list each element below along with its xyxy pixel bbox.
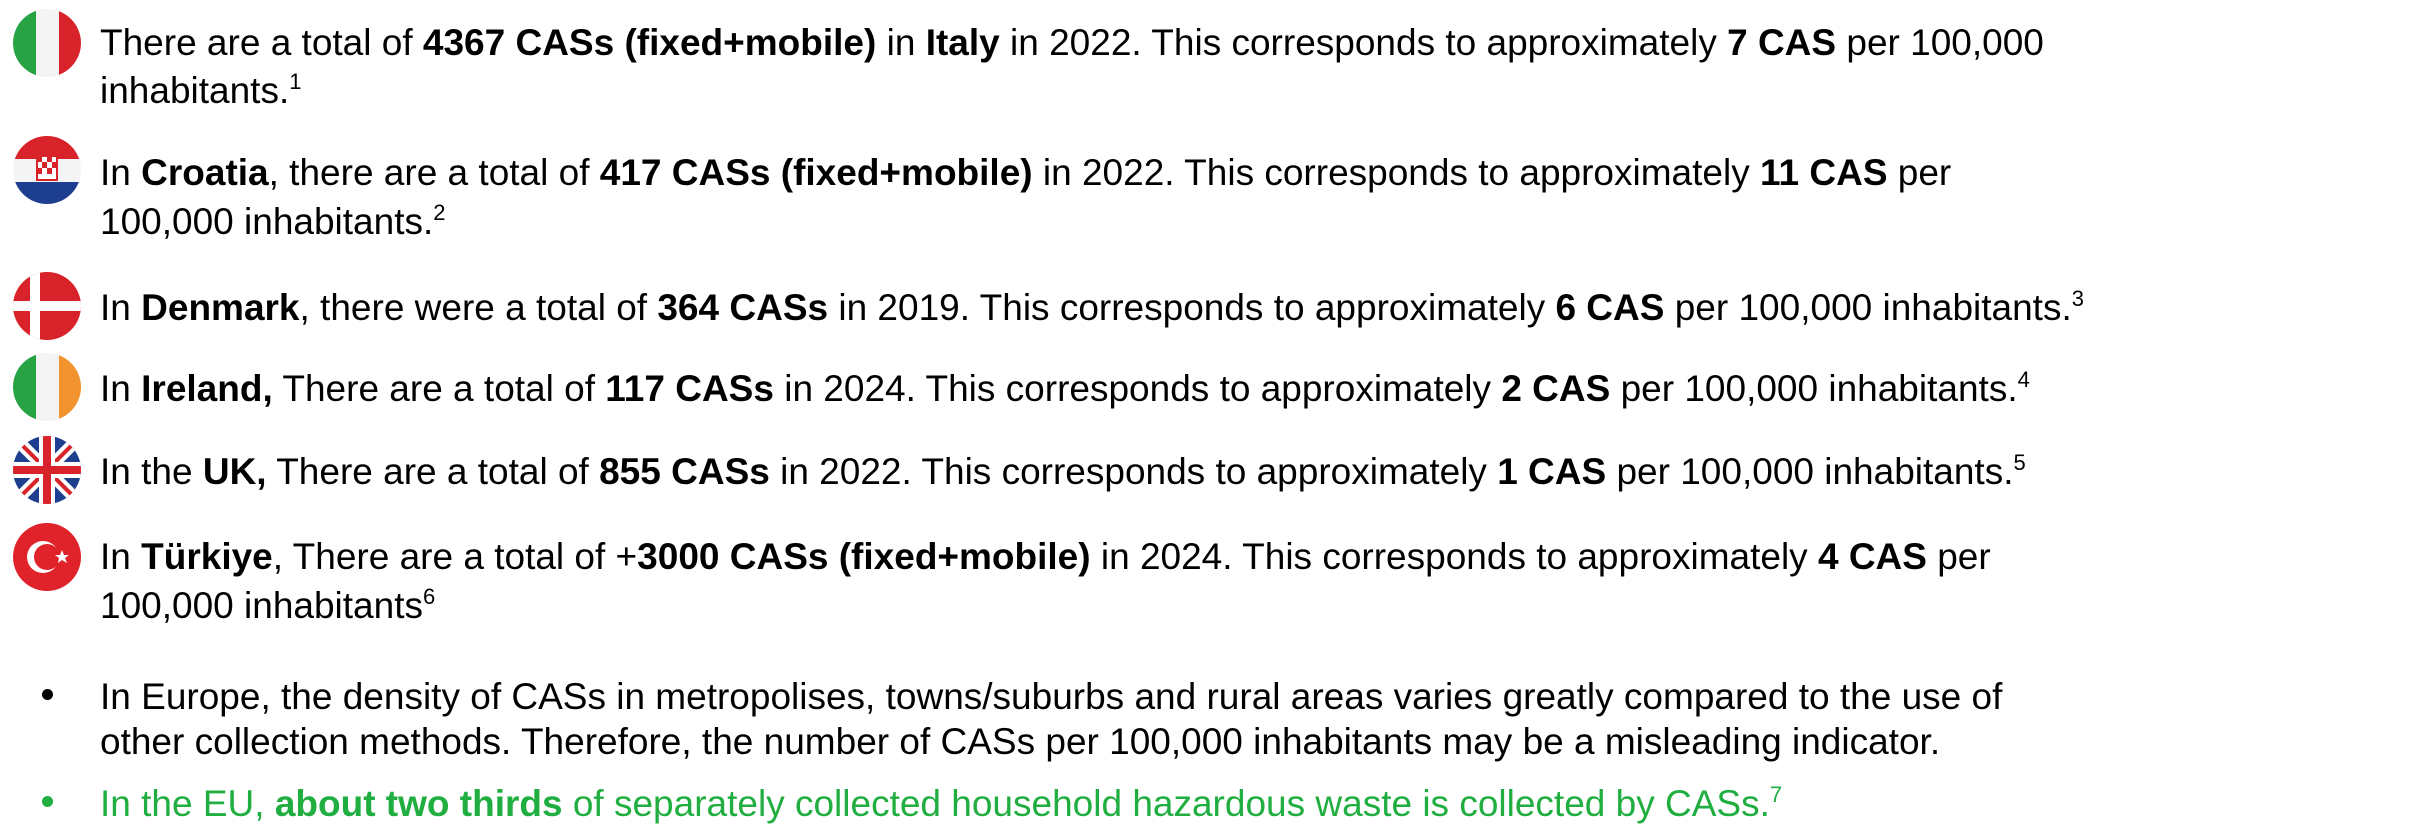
text-run: In (100, 287, 142, 328)
flag-denmark (13, 272, 81, 340)
text-line: 100,000 inhabitants6 (100, 580, 435, 632)
text-run: , There are a total of + (272, 536, 638, 577)
text-run: 100,000 inhabitants (100, 585, 423, 626)
flag-turkiye (13, 523, 81, 591)
text-run: In (100, 536, 142, 577)
footnote-ref: 6 (423, 584, 436, 609)
text-run: 855 CASs (599, 451, 770, 492)
text-line: other collection methods. Therefore, the… (100, 716, 1940, 768)
text-run: , there were a total of (299, 287, 658, 328)
footnote-ref: 1 (289, 69, 302, 94)
text-run: in 2019. This corresponds to approximate… (828, 287, 1556, 328)
text-run: about two thirds (274, 783, 563, 824)
text-run: 417 CASs (fixed+mobile) (599, 152, 1033, 193)
text-line: In the UK, There are a total of 855 CASs… (100, 446, 2026, 498)
text-run: 1 CAS (1497, 451, 1607, 492)
flag-croatia (13, 136, 81, 204)
text-run: in 2024. This corresponds to approximate… (773, 368, 1502, 409)
text-line: In Türkiye, There are a total of +3000 C… (100, 531, 1991, 583)
text-line: 100,000 inhabitants.2 (100, 196, 446, 248)
flag-uk (13, 436, 81, 504)
text-run: Italy (925, 22, 1000, 63)
text-run: other collection methods. Therefore, the… (100, 721, 1941, 762)
text-run: Ireland, (141, 368, 273, 409)
text-run: in 2022. This corresponds to approximate… (999, 22, 1728, 63)
text-run: inhabitants. (100, 70, 290, 111)
text-run: of separately collected household hazard… (562, 783, 1770, 824)
text-run: In the EU, (100, 783, 275, 824)
text-line: There are a total of 4367 CASs (fixed+mo… (100, 17, 2044, 69)
footnote-ref: 4 (2017, 367, 2030, 392)
text-run: 2 CAS (1501, 368, 1611, 409)
text-run: per 100,000 inhabitants. (1606, 451, 2014, 492)
text-run: Croatia (141, 152, 269, 193)
text-run: in (876, 22, 926, 63)
text-run: per (1887, 152, 1952, 193)
flag-ireland (13, 353, 81, 421)
footnote-ref: 2 (433, 200, 446, 225)
text-run: per 100,000 inhabitants. (1610, 368, 2018, 409)
text-run: 7 CAS (1727, 22, 1837, 63)
bullet (42, 689, 53, 700)
footnote-ref: 3 (2071, 286, 2084, 311)
flags (13, 9, 81, 591)
text-line: In Denmark, there were a total of 364 CA… (100, 282, 2084, 334)
text-line: In Ireland, There are a total of 117 CAS… (100, 363, 2030, 415)
text-line: In the EU, about two thirds of separatel… (100, 778, 1782, 830)
text-run: per 100,000 (1836, 22, 2044, 63)
text-run: UK, (202, 451, 267, 492)
text-run: Türkiye (141, 536, 273, 577)
footnote-ref: 5 (2013, 450, 2026, 475)
footnote-ref: 7 (1769, 782, 1783, 807)
text-run: per (1926, 536, 1991, 577)
text-run: 4 CAS (1817, 536, 1927, 577)
text-run: 4367 CASs (fixed+mobile) (422, 22, 877, 63)
text-run: In (100, 368, 142, 409)
text-run: 3000 CASs (fixed+mobile) (637, 536, 1091, 577)
bullet (42, 796, 53, 807)
text-run: In (100, 152, 142, 193)
text-run: 100,000 inhabitants. (100, 201, 434, 242)
text-run: per 100,000 inhabitants. (1664, 287, 2072, 328)
text-run: 364 CASs (657, 287, 829, 328)
text-run: 6 CAS (1555, 287, 1665, 328)
text-run: in 2022. This corresponds to approximate… (1032, 152, 1760, 193)
text-run: There are a total of (266, 451, 600, 492)
text-run: There are a total of (100, 22, 423, 63)
text-run: in 2022. This corresponds to approximate… (769, 451, 1498, 492)
flag-italy (13, 9, 81, 77)
text-run: There are a total of (272, 368, 606, 409)
text-line: In Croatia, there are a total of 417 CAS… (100, 147, 1951, 199)
text-run: In Europe, the density of CASs in metrop… (100, 676, 2003, 717)
text-run: 11 CAS (1759, 152, 1888, 193)
text-line: inhabitants.1 (100, 65, 302, 117)
text-run: , there are a total of (268, 152, 600, 193)
text-line: In Europe, the density of CASs in metrop… (100, 671, 2002, 723)
text-run: In the (100, 451, 203, 492)
text-run: 117 CASs (605, 368, 774, 409)
text-run: Denmark (141, 287, 300, 328)
text-run: in 2024. This corresponds to approximate… (1090, 536, 1818, 577)
